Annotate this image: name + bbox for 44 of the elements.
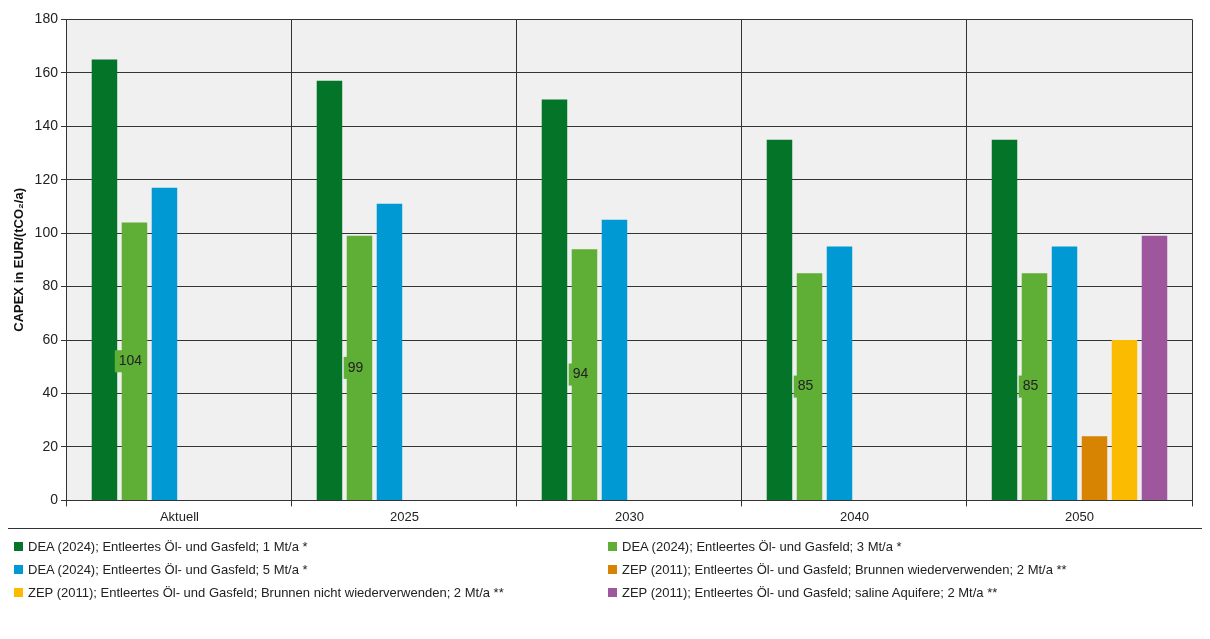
y-tick-label: 100: [34, 224, 59, 241]
y-axis-title: CAPEX in EUR/(tCO₂/a): [11, 188, 27, 332]
y-tick-label: 0: [50, 491, 59, 508]
legend-label: ZEP (2011); Entleertes Öl- und Gasfeld; saline Aquifere; 2 Mt/a **: [622, 585, 998, 600]
bar: [151, 187, 178, 500]
bar: [796, 273, 823, 500]
y-tick-label: 40: [42, 384, 59, 401]
bar: [1081, 436, 1108, 500]
bar: [766, 139, 793, 500]
bar: [571, 249, 598, 500]
y-tick-label: 160: [34, 63, 59, 80]
data-label: 94: [572, 365, 589, 382]
legend-label: ZEP (2011); Entleertes Öl- und Gasfeld; Brunnen wiederverwenden; 2 Mt/a **: [622, 562, 1067, 577]
legend-label: DEA (2024); Entleertes Öl- und Gasfeld; 3 Mt/a *: [622, 539, 902, 554]
y-tick-label: 180: [34, 10, 59, 27]
x-tick-label: 2030: [615, 508, 644, 524]
y-tick-label: 140: [34, 117, 59, 134]
y-tick-label: 80: [42, 277, 59, 294]
bar: [541, 99, 568, 500]
data-label: 104: [118, 352, 143, 369]
y-tick-label: 60: [42, 330, 59, 347]
x-tick-label: 2040: [840, 508, 869, 524]
bar: [316, 80, 343, 500]
bar: [91, 59, 118, 500]
legend-label: DEA (2024); Entleertes Öl- und Gasfeld; 1 Mt/a *: [28, 539, 308, 554]
bar: [1021, 273, 1048, 500]
bar: [1141, 235, 1168, 500]
bar: [1051, 246, 1078, 500]
bar: [826, 246, 853, 500]
bar: [346, 235, 373, 500]
data-label: 85: [1022, 377, 1039, 394]
data-label: 85: [797, 377, 814, 394]
y-tick-label: 120: [34, 170, 59, 187]
x-tick-label: Aktuell: [159, 508, 200, 524]
x-tick-label: 2050: [1065, 508, 1094, 524]
bar: [1111, 340, 1138, 500]
y-tick-label: 20: [42, 437, 59, 454]
bar: [601, 219, 628, 500]
legend-label: DEA (2024); Entleertes Öl- und Gasfeld; 5 Mt/a *: [28, 562, 308, 577]
bar: [991, 139, 1018, 500]
x-tick-label: 2025: [390, 508, 419, 524]
bar: [376, 203, 403, 500]
legend-label: ZEP (2011); Entleertes Öl- und Gasfeld; Brunnen nicht wiederverwenden; 2 Mt/a **: [28, 585, 504, 600]
data-label: 99: [347, 358, 364, 375]
